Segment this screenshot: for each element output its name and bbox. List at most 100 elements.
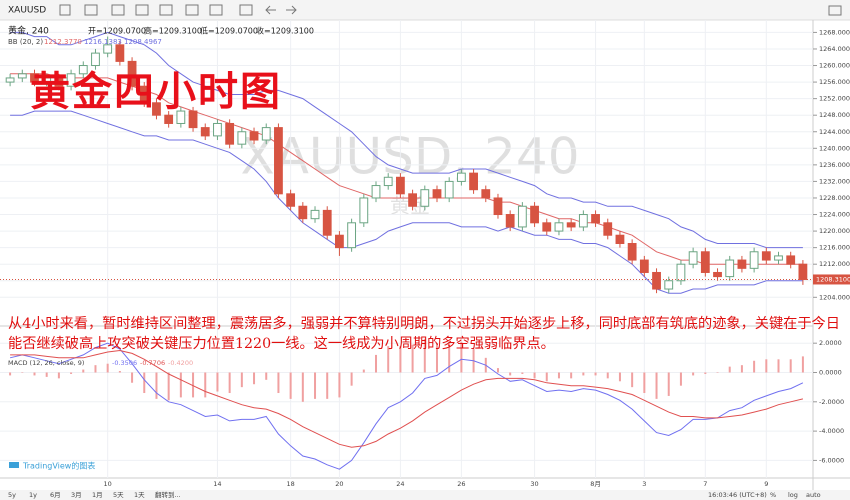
- histogram-bar: [692, 372, 695, 376]
- indicator-value: 1212.3770: [44, 38, 82, 46]
- last-price-tag: [813, 274, 850, 285]
- candle-body: [310, 209, 320, 220]
- y-tick-label: 1268.0000: [819, 28, 850, 36]
- range-button[interactable]: 1月: [92, 491, 103, 499]
- histogram-bar: [704, 372, 707, 374]
- scale-option[interactable]: auto: [806, 491, 821, 499]
- histogram-bar: [192, 372, 195, 398]
- histogram-bar: [179, 372, 182, 398]
- histogram-bar: [643, 372, 646, 394]
- histogram-bar: [301, 372, 304, 402]
- toolbar-icons[interactable]: [59, 4, 842, 16]
- range-button[interactable]: 1天: [134, 491, 145, 499]
- x-tick-label: 9: [764, 480, 768, 488]
- histogram-bar: [435, 343, 438, 373]
- branding[interactable]: TradingView的图表: [9, 461, 95, 471]
- histogram-bar: [570, 372, 573, 379]
- candle-body: [127, 60, 137, 87]
- candle-body: [652, 271, 661, 290]
- candle-body: [286, 193, 296, 207]
- candle-body: [591, 214, 600, 224]
- histogram-bar: [70, 372, 73, 374]
- histogram-bar: [289, 372, 292, 399]
- candle-body: [761, 251, 771, 261]
- x-tick-label: 7: [703, 480, 707, 488]
- histogram-bar: [618, 372, 621, 382]
- y-tick-label: 1244.0000: [819, 128, 850, 136]
- y-tick-label: 1228.0000: [819, 194, 850, 202]
- histogram-bar: [375, 354, 378, 373]
- histogram-bar: [594, 372, 597, 376]
- histogram-bar: [496, 368, 499, 373]
- candle-body: [566, 222, 576, 228]
- commentary: 从4小时来看，暂时维持区间整理，震荡居多，强弱并不算特别明朗，不过拐头开始逐步上…: [8, 316, 840, 352]
- clock: 16:03:46 (UTC+8): [708, 491, 767, 499]
- histogram-bar: [801, 356, 804, 373]
- histogram-bar: [155, 372, 158, 399]
- histogram-bar: [765, 359, 768, 373]
- candle-body: [627, 243, 637, 261]
- range-button[interactable]: 1y: [29, 491, 37, 499]
- candle-body: [639, 259, 649, 273]
- candle-body: [481, 189, 491, 199]
- histogram-bar: [167, 372, 170, 401]
- histogram-bar: [362, 369, 365, 373]
- candle-body: [493, 197, 503, 216]
- histogram-bar: [448, 341, 451, 373]
- x-tick-label: 24: [396, 480, 404, 488]
- scale-option[interactable]: log: [788, 491, 798, 499]
- range-button[interactable]: 6月: [50, 491, 61, 499]
- histogram-bar: [387, 346, 390, 373]
- candle-body: [78, 65, 88, 75]
- range-button[interactable]: 5y: [8, 491, 16, 499]
- histogram-bar: [314, 372, 317, 399]
- x-tick-label: 14: [213, 480, 221, 488]
- candle-body: [261, 127, 271, 141]
- range-button[interactable]: 5天: [113, 491, 124, 499]
- histogram-bar: [716, 372, 719, 373]
- candle-body: [359, 197, 369, 224]
- histogram-bar: [277, 372, 280, 394]
- histogram-bar: [94, 365, 97, 373]
- ohlc-legend: 低=1209.0700: [200, 26, 258, 36]
- candle-body: [164, 114, 174, 124]
- x-tick-label: 30: [530, 480, 538, 488]
- x-tick-label: 10: [104, 480, 112, 488]
- candle-body: [456, 172, 466, 182]
- ohlc-legend: 收=1209.3100: [256, 26, 314, 36]
- histogram-bar: [521, 372, 524, 374]
- branding-text[interactable]: TradingView的图表: [22, 461, 95, 471]
- candle-body: [152, 102, 161, 116]
- watermark: XAUUSD, 240: [240, 128, 579, 186]
- candle-body: [103, 44, 113, 54]
- histogram-bar: [557, 372, 560, 379]
- candle-body: [713, 271, 722, 278]
- candle-body: [91, 52, 100, 67]
- histogram-bar: [411, 344, 414, 373]
- range-button[interactable]: 3月: [71, 491, 82, 499]
- histogram-bar: [350, 372, 353, 386]
- histogram-bar: [667, 372, 670, 396]
- histogram-bar: [240, 372, 243, 388]
- histogram-bar: [777, 359, 780, 373]
- histogram-bar: [338, 372, 341, 398]
- scale-option[interactable]: %: [770, 491, 776, 499]
- histogram-bar: [143, 372, 146, 394]
- candle-body: [676, 263, 686, 282]
- range-button[interactable]: 翻转到...: [155, 490, 181, 499]
- candle-body: [249, 131, 259, 141]
- y-tick-label: 1236.0000: [819, 161, 850, 169]
- histogram-bar: [45, 372, 48, 377]
- candle-body: [469, 172, 478, 191]
- candle-body: [371, 185, 381, 199]
- y-tick-label: 1204.0000: [819, 293, 850, 301]
- symbol[interactable]: XAUUSD: [8, 6, 46, 16]
- histogram-bar: [33, 372, 36, 376]
- y-tick-label: 1216.0000: [819, 244, 850, 252]
- histogram-bar: [606, 372, 609, 379]
- plot: 1204.00001208.00001212.00001216.00001220…: [0, 20, 850, 488]
- candle-body: [737, 259, 747, 269]
- candle-body: [786, 255, 796, 265]
- indicator-line: [9, 342, 804, 470]
- histogram-bar: [82, 369, 85, 373]
